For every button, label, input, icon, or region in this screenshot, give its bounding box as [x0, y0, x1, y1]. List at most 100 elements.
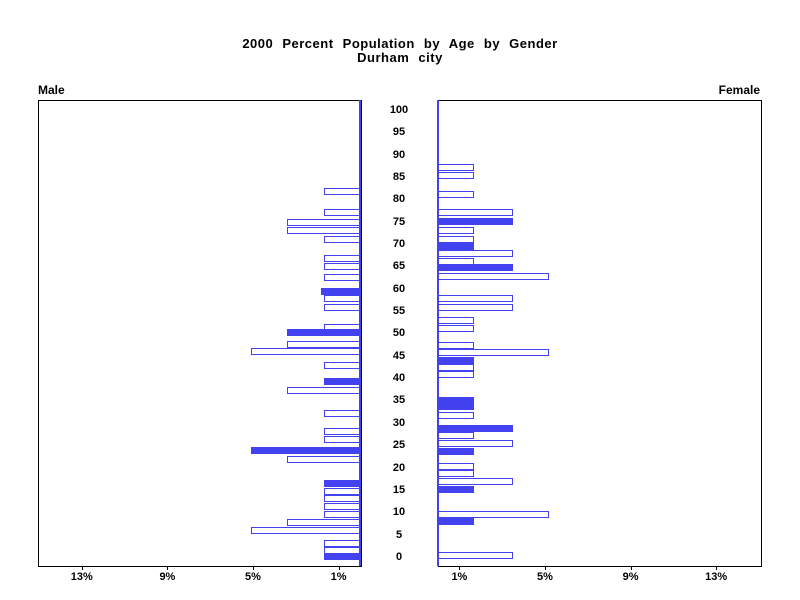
female-bar [438, 518, 474, 525]
chart-subtitle: Durham city [357, 50, 443, 65]
percent-tick-label: 9% [159, 571, 176, 583]
male-axis-label: Male [38, 83, 65, 97]
male-bar [287, 227, 360, 234]
male-bar [324, 188, 360, 195]
female-bar [438, 164, 474, 171]
age-tick-label: 30 [392, 416, 406, 429]
percent-tick-label: 1% [451, 571, 468, 583]
age-tick-label: 100 [389, 103, 409, 116]
age-tick-label: 95 [392, 126, 406, 139]
chart-title: 2000 Percent Population by Age by Gender [242, 36, 558, 51]
age-tick-label: 75 [392, 215, 406, 228]
male-bar [324, 263, 360, 270]
female-bar [438, 432, 474, 439]
female-baseline-axis [437, 100, 439, 566]
female-bar [438, 273, 549, 280]
male-bar [324, 436, 360, 443]
age-tick-label: 40 [392, 372, 406, 385]
female-bar [438, 371, 474, 378]
age-tick-label: 85 [392, 170, 406, 183]
age-tick-label: 80 [392, 193, 406, 206]
female-bar [438, 250, 513, 257]
percent-tick-label: 5% [537, 571, 553, 583]
male-bar [287, 219, 360, 226]
male-bar [287, 456, 360, 463]
female-bar [438, 470, 474, 477]
female-bar [438, 552, 513, 559]
male-bar [321, 288, 360, 295]
female-bar [438, 295, 513, 302]
female-bar [438, 317, 474, 324]
percent-tick-label: 1% [330, 571, 347, 583]
female-bar [438, 172, 474, 179]
male-bar [324, 362, 360, 369]
male-bar [324, 540, 360, 547]
age-tick-label: 55 [392, 305, 406, 318]
age-tick-label: 5 [395, 528, 403, 541]
female-panel [438, 100, 762, 567]
male-bar [287, 341, 360, 348]
male-bar [324, 209, 360, 216]
age-tick-label: 25 [392, 439, 406, 452]
percent-tick-label: 5% [245, 571, 261, 583]
female-bar [438, 425, 513, 432]
percent-tick-label: 13% [70, 571, 93, 583]
male-bar [324, 378, 360, 385]
age-tick-label: 60 [392, 282, 406, 295]
female-bar [438, 304, 513, 311]
percent-tick-mark [167, 566, 169, 570]
male-bar [324, 511, 360, 518]
female-bar [438, 342, 474, 349]
female-bar [438, 403, 474, 410]
male-bar [324, 274, 360, 281]
percent-tick-label: 13% [705, 571, 728, 583]
female-bar [438, 357, 474, 364]
age-tick-label: 70 [392, 237, 406, 250]
female-bar [438, 218, 513, 225]
age-tick-label: 45 [392, 349, 406, 362]
female-bar [438, 486, 474, 493]
percent-tick-mark [545, 566, 546, 570]
female-bar [438, 264, 513, 271]
male-bar [324, 553, 360, 560]
male-bar [324, 255, 360, 262]
female-bar [438, 243, 474, 250]
male-bar [251, 527, 360, 534]
percent-tick-mark [253, 566, 254, 570]
male-bar [251, 447, 360, 454]
male-bar [324, 295, 360, 302]
male-bar [324, 480, 360, 487]
female-bar [438, 209, 513, 216]
female-bar [438, 325, 474, 332]
age-tick-label: 10 [392, 506, 406, 519]
male-bar [287, 519, 360, 526]
male-bar [324, 488, 360, 495]
male-bar [251, 348, 360, 355]
age-tick-label: 0 [395, 551, 403, 563]
age-tick-label: 90 [392, 148, 406, 161]
male-bar [324, 503, 360, 510]
female-bar [438, 236, 474, 243]
percent-tick-mark [630, 566, 632, 570]
percent-tick-mark [716, 566, 718, 570]
age-tick-label: 35 [392, 394, 406, 407]
male-bar [287, 329, 360, 336]
female-bar [438, 511, 549, 518]
age-tick-label: 65 [392, 260, 406, 273]
female-bar [438, 448, 474, 455]
male-baseline-axis [359, 100, 361, 566]
age-tick-label: 20 [392, 461, 406, 474]
male-bar [324, 304, 360, 311]
female-bar [438, 412, 474, 419]
male-bar [324, 236, 360, 243]
male-bar [324, 495, 360, 502]
female-bar [438, 440, 513, 447]
female-bar [438, 478, 513, 485]
percent-tick-mark [338, 566, 340, 570]
female-axis-label: Female [718, 83, 760, 97]
female-bar [438, 364, 474, 371]
male-bar [324, 428, 360, 435]
female-bar [438, 227, 474, 234]
percent-tick-label: 9% [622, 571, 639, 583]
